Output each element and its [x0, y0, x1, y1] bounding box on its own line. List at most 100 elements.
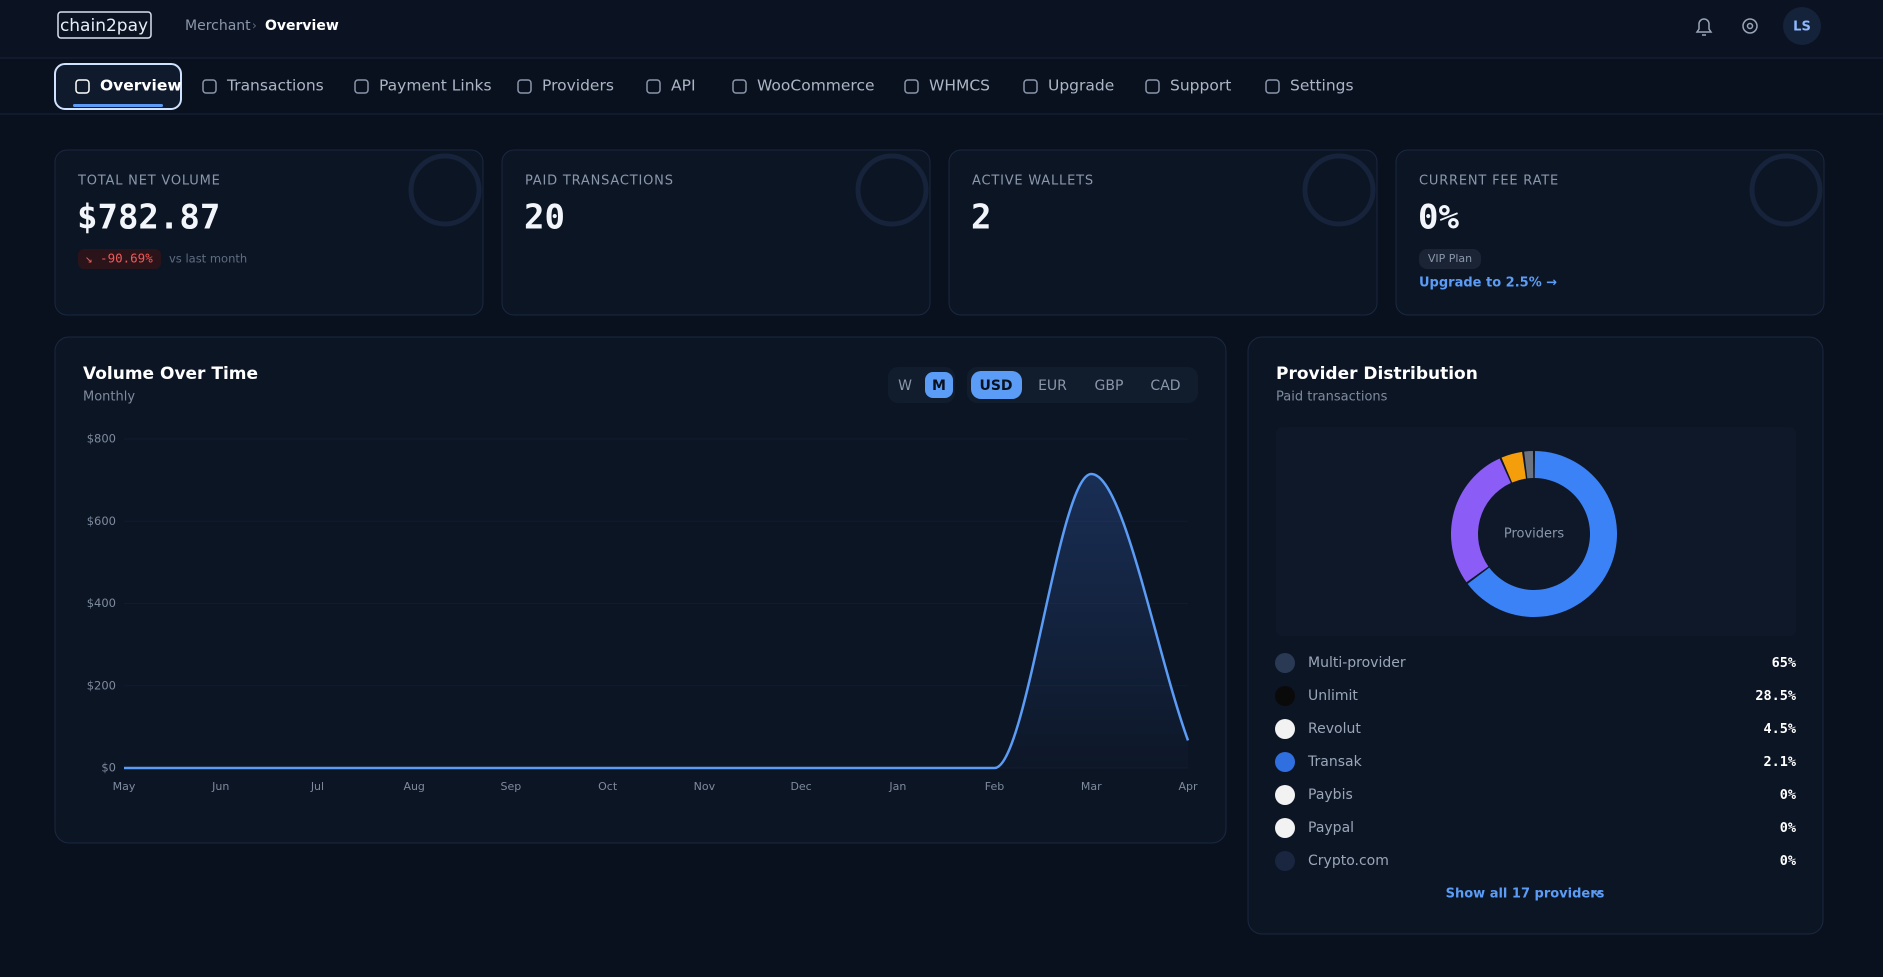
nav-item[interactable]: Payment Links [379, 77, 492, 95]
stat-card [501, 149, 931, 316]
show-all-link[interactable]: Show all 17 providers [1446, 887, 1605, 902]
nav-item[interactable]: API [671, 77, 696, 95]
stat-watermark [408, 153, 482, 227]
toggle-active [925, 372, 953, 398]
donut-center-label: Providers [1504, 527, 1565, 542]
interval-option[interactable]: W [898, 378, 912, 394]
nav-item[interactable]: Support [1170, 77, 1231, 95]
provider-icon [1275, 818, 1295, 838]
nav-icon[interactable] [1265, 79, 1280, 94]
nav-icon[interactable] [1145, 79, 1160, 94]
bell-icon[interactable] [1695, 18, 1713, 36]
provider-name: Unlimit [1308, 688, 1358, 704]
donut-segment [1467, 451, 1618, 618]
nav-icon[interactable] [1023, 79, 1038, 94]
currency-option[interactable]: GBP [1095, 378, 1124, 394]
chart-subtitle: Monthly [83, 390, 135, 405]
chart-title: Volume Over Time [83, 364, 258, 384]
nav-item[interactable]: WooCommerce [757, 77, 875, 95]
provider-name: Paybis [1308, 787, 1353, 803]
y-tick-label: $400 [87, 596, 116, 610]
provider-name: Transak [1307, 754, 1363, 770]
x-tick-label: Jun [211, 780, 229, 793]
nav-icon[interactable] [75, 79, 90, 94]
nav-item[interactable]: Upgrade [1048, 77, 1114, 95]
interval-option[interactable]: M [932, 378, 946, 394]
stat-change: ↘ -90.69% [85, 251, 153, 266]
nav-icon[interactable] [732, 79, 747, 94]
nav-active-underline [73, 104, 163, 107]
x-tick-label: Jan [888, 780, 906, 793]
volume-area [124, 473, 1188, 768]
x-tick-label: Apr [1178, 780, 1198, 793]
nav-icon[interactable] [354, 79, 369, 94]
toggle-active [971, 371, 1022, 399]
nav-icon[interactable] [517, 79, 532, 94]
provider-icon [1275, 851, 1295, 871]
logo[interactable]: chain2pay [60, 16, 148, 36]
breadcrumb-parent[interactable]: Merchant [185, 18, 251, 34]
change-badge [78, 249, 161, 269]
x-tick-label: Mar [1081, 780, 1102, 793]
donut-segment [1450, 458, 1511, 583]
volume-line [123, 472, 1190, 770]
currency-option[interactable]: USD [979, 378, 1012, 394]
nav-item[interactable]: WHMCS [929, 77, 990, 95]
nav-item[interactable]: Settings [1290, 77, 1354, 95]
x-tick-label: Aug [403, 780, 424, 793]
y-tick-label: $0 [101, 761, 116, 775]
breadcrumb-current: Overview [265, 18, 339, 34]
nav-item[interactable]: Transactions [226, 77, 324, 95]
nav-icon[interactable] [646, 79, 661, 94]
provider-share: 65% [1772, 655, 1797, 671]
x-tick-label: Nov [694, 780, 716, 793]
plan-badge-text: VIP Plan [1428, 252, 1472, 265]
stat-value: 20 [524, 198, 565, 238]
stat-value: 0% [1418, 198, 1459, 238]
chevron-icon[interactable] [1592, 890, 1602, 897]
chart-subtitle: Paid transactions [1276, 390, 1388, 405]
provider-name: Paypal [1308, 820, 1354, 836]
y-tick-label: $800 [87, 432, 116, 446]
logo-box[interactable] [57, 11, 152, 39]
provider-share: 2.1% [1763, 754, 1796, 770]
avatar-initials[interactable]: LS [1793, 20, 1811, 35]
stat-label: TOTAL NET VOLUME [77, 174, 221, 189]
upgrade-link[interactable]: Upgrade to 2.5% → [1419, 276, 1557, 291]
x-tick-label: May [113, 780, 136, 793]
provider-share: 4.5% [1763, 721, 1796, 737]
nav-icon[interactable] [904, 79, 919, 94]
nav-icon[interactable] [202, 79, 217, 94]
breadcrumb-sep: › [252, 19, 257, 33]
volume-card [54, 336, 1227, 844]
stat-label: CURRENT FEE RATE [1419, 174, 1559, 189]
nav-item[interactable]: Providers [542, 77, 614, 95]
chart-title: Provider Distribution [1276, 364, 1478, 384]
stat-value: 2 [971, 198, 991, 238]
x-tick-label: Feb [985, 780, 1004, 793]
stat-watermark [1749, 153, 1823, 227]
nav-active-box[interactable] [54, 63, 182, 110]
stat-watermark [1302, 153, 1376, 227]
provider-name: Crypto.com [1308, 853, 1389, 869]
provider-share: 28.5% [1755, 688, 1797, 704]
provider-icon [1275, 785, 1295, 805]
currency-option[interactable]: EUR [1038, 378, 1067, 394]
avatar[interactable] [1783, 7, 1821, 45]
donut-panel [1276, 427, 1796, 636]
currency-toggle [967, 367, 1198, 403]
settings-icon[interactable] [1742, 18, 1758, 34]
provider-share: 0% [1780, 787, 1797, 803]
provider-icon [1275, 686, 1295, 706]
currency-option[interactable]: CAD [1150, 378, 1180, 394]
header-bar [0, 0, 1883, 58]
stat-watermark [855, 153, 929, 227]
provider-icon [1275, 719, 1295, 739]
stat-value: $782.87 [77, 198, 220, 238]
stat-card [948, 149, 1378, 316]
stat-label: PAID TRANSACTIONS [525, 174, 674, 189]
donut-segment [1501, 451, 1526, 483]
nav-item[interactable]: Overview [100, 77, 182, 95]
